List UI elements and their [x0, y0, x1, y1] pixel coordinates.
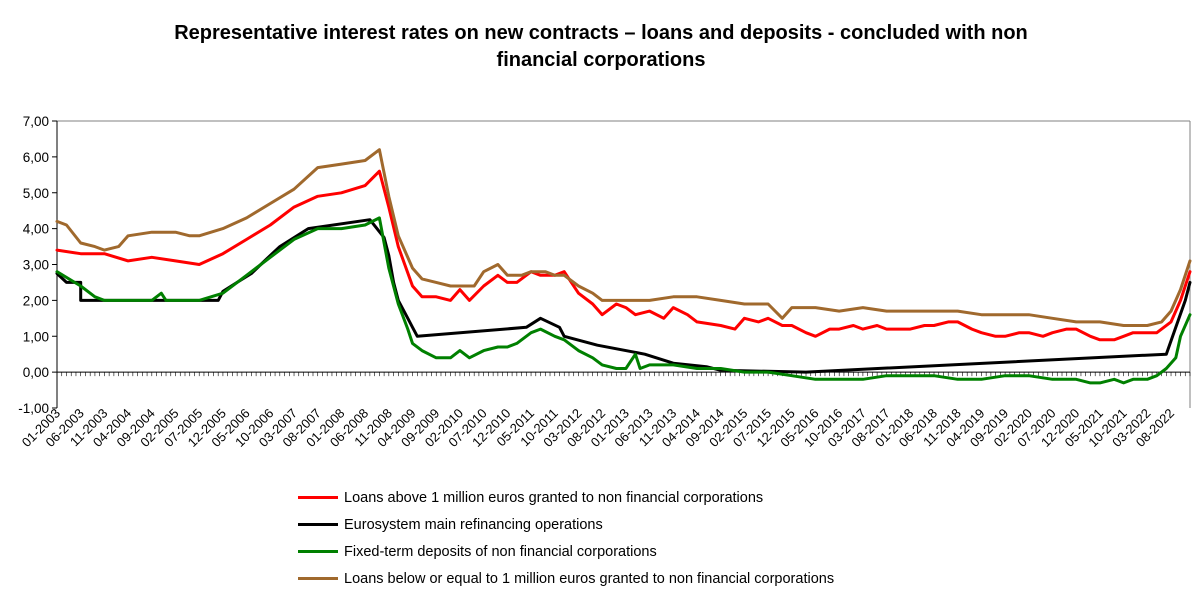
legend-swatch: [298, 496, 338, 499]
legend-label: Loans below or equal to 1 million euros …: [344, 570, 835, 587]
legend-item-loans-below-1m: Loans below or equal to 1 million euros …: [298, 565, 834, 592]
series-line-3: [55, 148, 1192, 327]
chart-title-line-1: Representative interest rates on new con…: [174, 22, 1028, 44]
legend-swatch: [298, 550, 338, 553]
legend-swatch: [298, 523, 338, 526]
chart-title: Representative interest rates on new con…: [0, 20, 1202, 74]
y-tick-label: 4,00: [23, 222, 49, 237]
legend-label: Fixed-term deposits of non financial cor…: [344, 543, 657, 560]
legend-label: Loans above 1 million euros granted to n…: [344, 489, 764, 506]
legend-item-fixed-term-deposits: Fixed-term deposits of non financial cor…: [298, 538, 834, 565]
series-line-0: [55, 169, 1192, 342]
y-tick-label: 2,00: [23, 293, 49, 308]
legend-item-eurosystem-mro: Eurosystem main refinancing operations: [298, 511, 834, 538]
y-tick-label: 7,00: [23, 114, 49, 129]
y-tick-label: 5,00: [23, 186, 49, 201]
chart-title-line-2: financial corporations: [496, 49, 706, 71]
y-tick-label: 3,00: [23, 258, 49, 273]
legend-label: Eurosystem main refinancing operations: [344, 516, 603, 533]
legend-item-loans-above-1m: Loans above 1 million euros granted to n…: [298, 484, 834, 511]
legend-swatch: [298, 577, 338, 580]
series-line-2: [55, 216, 1192, 385]
y-tick-label: -1,00: [18, 401, 49, 416]
x-axis: 01-200306-200311-200304-200409-200402-20…: [19, 371, 1191, 450]
series-line-1: [55, 218, 1192, 374]
y-tick-label: 6,00: [23, 150, 49, 165]
y-tick-label: 1,00: [23, 329, 49, 344]
legend: Loans above 1 million euros granted to n…: [298, 484, 834, 592]
y-axis: -1,00 0,00 1,00 2,00 3,00 4,00 5,00 6,00 7,00: [18, 114, 1191, 416]
y-tick-label: 0,00: [23, 365, 49, 380]
series-lines: [55, 148, 1192, 385]
